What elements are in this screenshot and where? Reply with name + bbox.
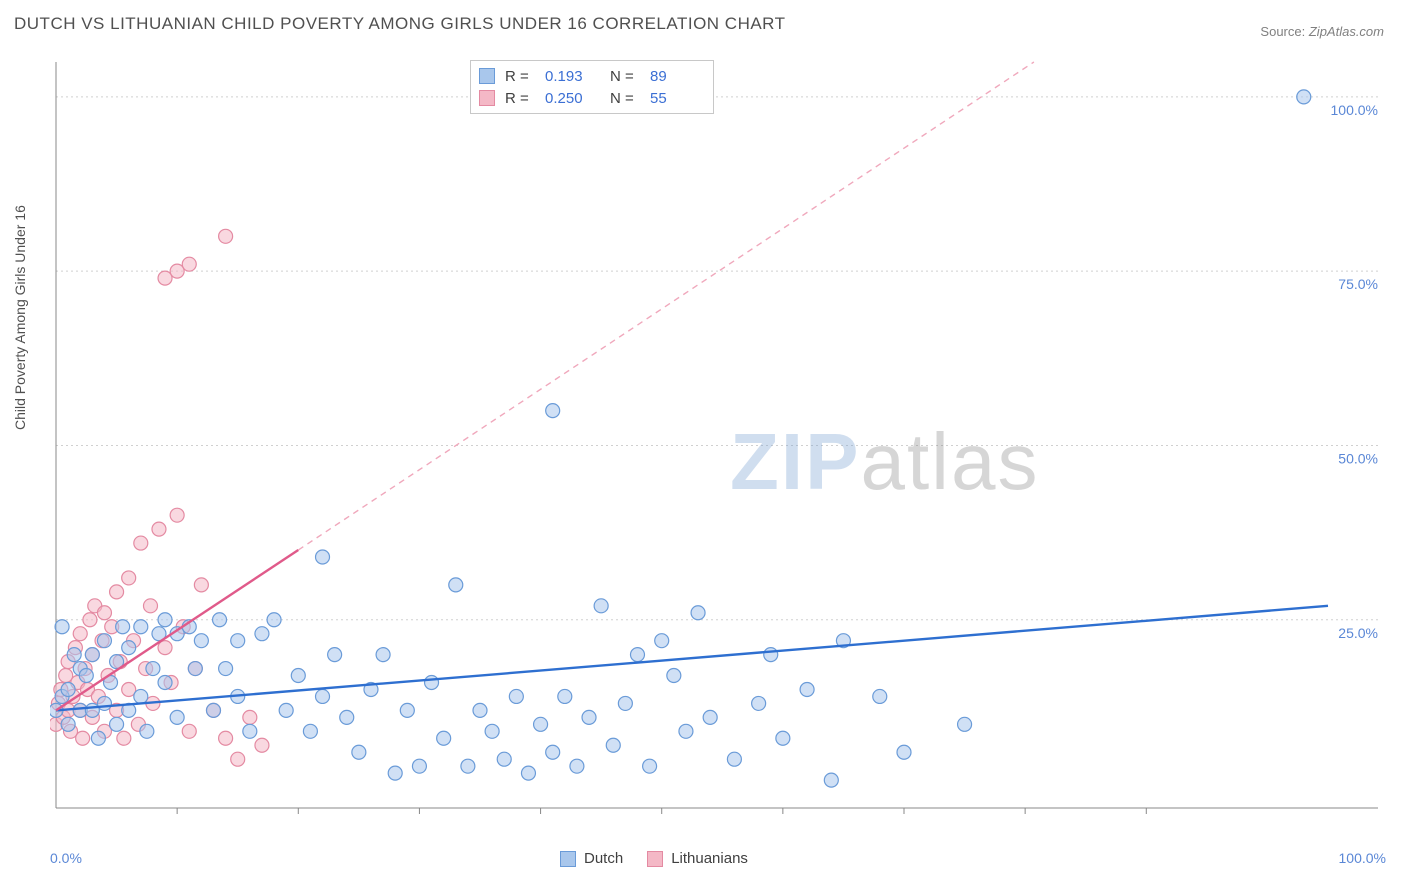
n-value-lithuanians: 55 — [650, 90, 705, 107]
x-axis-min-label: 0.0% — [50, 850, 82, 866]
swatch-lithuanians — [479, 90, 495, 106]
y-axis-label: Child Poverty Among Girls Under 16 — [12, 205, 28, 430]
chart-title: DUTCH VS LITHUANIAN CHILD POVERTY AMONG … — [14, 14, 786, 34]
scatter-plot: 25.0%50.0%75.0%100.0% ZIPatlas R = 0.193… — [50, 56, 1386, 826]
r-value-dutch: 0.193 — [545, 68, 600, 85]
legend-row-dutch: R = 0.193 N = 89 — [479, 65, 705, 87]
legend-label-lithuanians: Lithuanians — [671, 850, 748, 867]
swatch-lithuanians-icon — [647, 851, 663, 867]
series-legend: Dutch Lithuanians — [560, 850, 748, 867]
swatch-dutch-icon — [560, 851, 576, 867]
legend-item-dutch: Dutch — [560, 850, 623, 867]
correlation-legend: R = 0.193 N = 89 R = 0.250 N = 55 — [470, 60, 714, 114]
source-label: Source: — [1260, 24, 1305, 39]
legend-item-lithuanians: Lithuanians — [647, 850, 748, 867]
legend-row-lithuanians: R = 0.250 N = 55 — [479, 87, 705, 109]
svg-text:100.0%: 100.0% — [1331, 102, 1378, 118]
r-label: R = — [505, 90, 535, 107]
svg-text:75.0%: 75.0% — [1338, 276, 1378, 292]
svg-text:50.0%: 50.0% — [1338, 450, 1378, 466]
n-label: N = — [610, 68, 640, 85]
svg-text:25.0%: 25.0% — [1338, 625, 1378, 641]
x-axis-max-label: 100.0% — [1339, 850, 1386, 866]
r-label: R = — [505, 68, 535, 85]
source-attribution: Source: ZipAtlas.com — [1260, 24, 1384, 39]
source-name: ZipAtlas.com — [1309, 24, 1384, 39]
swatch-dutch — [479, 68, 495, 84]
legend-label-dutch: Dutch — [584, 850, 623, 867]
n-label: N = — [610, 90, 640, 107]
plot-svg: 25.0% 50.0% 75.0% 100.0% — [50, 56, 1386, 826]
n-value-dutch: 89 — [650, 68, 705, 85]
r-value-lithuanians: 0.250 — [545, 90, 600, 107]
